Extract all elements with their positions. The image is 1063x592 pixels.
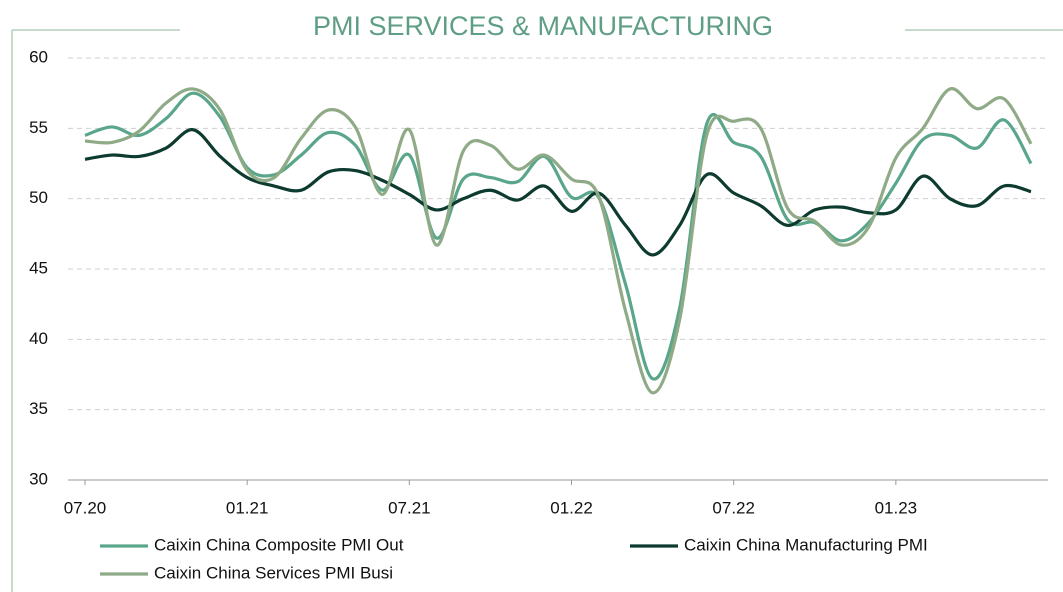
line-series — [84, 91, 1033, 381]
line-series — [84, 87, 1033, 395]
y-tick-label: 45 — [29, 258, 48, 277]
x-tick-label: 07.22 — [712, 498, 755, 517]
x-tick-label: 01.23 — [875, 498, 918, 517]
y-tick-label: 40 — [29, 329, 48, 348]
chart-title: PMI SERVICES & MANUFACTURING — [313, 11, 773, 41]
y-tick-label: 35 — [29, 399, 48, 418]
x-tick-label: 01.22 — [550, 498, 593, 517]
legend-label: Caixin China Composite PMI Out — [154, 535, 404, 554]
y-tick-label: 30 — [29, 469, 48, 488]
x-tick-label: 07.20 — [64, 498, 107, 517]
line-series — [84, 128, 1032, 257]
x-tick-label: 07.21 — [388, 498, 431, 517]
y-tick-label: 50 — [29, 188, 48, 207]
y-tick-label: 60 — [29, 47, 48, 66]
legend-label: Caixin China Manufacturing PMI — [684, 535, 928, 554]
x-tick-label: 01.21 — [226, 498, 269, 517]
legend-label: Caixin China Services PMI Busi — [154, 563, 393, 582]
y-tick-label: 55 — [29, 118, 48, 137]
